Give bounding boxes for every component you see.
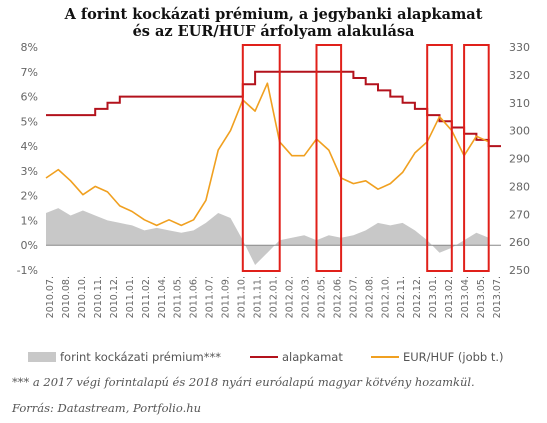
x-tick-label: 2010.08. xyxy=(61,276,72,318)
x-tick-label: 2011.01. xyxy=(125,276,136,318)
legend: forint kockázati prémium*** alapkamat EU… xyxy=(28,350,547,366)
highlight-box xyxy=(463,44,490,272)
x-tick-label: 2010.11. xyxy=(93,276,104,318)
series-eurhuf-line xyxy=(45,82,490,227)
right-tick-label: 310 xyxy=(509,97,530,110)
legend-label-eurhuf: EUR/HUF (jobb t.) xyxy=(403,350,504,364)
right-tick-label: 270 xyxy=(509,208,530,221)
highlight-box xyxy=(426,44,453,272)
x-tick-label: 2011.06. xyxy=(189,276,200,318)
x-tick-label: 2010.10. xyxy=(77,276,88,318)
left-tick-label: 8% xyxy=(21,41,38,54)
right-tick-label: 250 xyxy=(509,264,530,277)
legend-item-premium: forint kockázati prémium*** xyxy=(28,350,221,364)
x-tick-label: 2012.11. xyxy=(396,276,407,318)
source-note: Forrás: Datastream, Portfolio.hu xyxy=(12,401,202,415)
right-tick-label: 290 xyxy=(509,153,530,166)
right-tick-label: 320 xyxy=(509,69,530,82)
x-tick-label: 2011.10. xyxy=(237,276,248,318)
right-tick-label: 330 xyxy=(509,41,530,54)
legend-swatch-eurhuf xyxy=(371,356,399,358)
left-tick-label: 4% xyxy=(21,140,38,153)
x-tick-label: 2011.11. xyxy=(253,276,264,318)
x-tick-label: 2012.01. xyxy=(269,276,280,318)
x-tick-label: 2011.09. xyxy=(221,276,232,318)
left-tick-label: 3% xyxy=(21,165,38,178)
chart-title: A forint kockázati prémium, a jegybanki … xyxy=(0,6,547,40)
x-tick-label: 2013.05. xyxy=(476,276,487,318)
left-tick-label: 1% xyxy=(21,214,38,227)
left-tick-label: -1% xyxy=(17,264,38,277)
left-tick-label: 2% xyxy=(21,190,38,203)
x-tick-label: 2012.03. xyxy=(300,276,311,318)
x-tick-label: 2011.05. xyxy=(173,276,184,318)
legend-item-rate: alapkamat xyxy=(250,350,343,364)
highlight-box xyxy=(241,44,281,272)
x-tick-label: 2010.12. xyxy=(109,276,120,318)
highlight-box xyxy=(315,44,343,272)
x-tick-label: 2013.02. xyxy=(444,276,455,318)
x-tick-label: 2013.07. xyxy=(492,276,503,318)
legend-swatch-rate xyxy=(250,356,278,358)
legend-item-eurhuf: EUR/HUF (jobb t.) xyxy=(371,350,504,364)
x-tick-label: 2012.02. xyxy=(284,276,295,318)
x-tick-label: 2013.01. xyxy=(428,276,439,318)
chart-plot: -1% 0% 1% 2% 3% 4% 5% 6% 7% 8% 250 260 270 280 290 300 3… xyxy=(17,41,530,318)
legend-swatch-premium xyxy=(28,352,56,362)
footnote: *** a 2017 végi forintalapú és 2018 nyár… xyxy=(12,375,475,389)
x-tick-label: 2011.02. xyxy=(141,276,152,318)
x-tick-label: 2011.07. xyxy=(205,276,216,318)
series-premium-area xyxy=(46,208,489,265)
legend-label-rate: alapkamat xyxy=(282,350,343,364)
left-tick-label: 6% xyxy=(21,91,38,104)
right-tick-label: 300 xyxy=(509,125,530,138)
chart-title-line-2: és az EUR/HUF árfolyam alakulása xyxy=(132,23,415,40)
right-tick-label: 260 xyxy=(509,236,530,249)
x-tick-label: 2013.04. xyxy=(460,276,471,318)
x-tick-label: 2012.10. xyxy=(380,276,391,318)
right-tick-label: 280 xyxy=(509,180,530,193)
x-tick-label: 2012.06. xyxy=(332,276,343,318)
left-tick-label: 7% xyxy=(21,66,38,79)
left-tick-label: 5% xyxy=(21,115,38,128)
left-tick-label: 0% xyxy=(21,239,38,252)
chart-title-line-1: A forint kockázati prémium, a jegybanki … xyxy=(64,6,483,23)
x-tick-label: 2012.05. xyxy=(316,276,327,318)
x-tick-label: 2011.04. xyxy=(157,276,168,318)
x-tick-label: 2012.07. xyxy=(348,276,359,318)
x-tick-label: 2012.08. xyxy=(364,276,375,318)
x-tick-label: 2012.12. xyxy=(412,276,423,318)
legend-label-premium: forint kockázati prémium*** xyxy=(60,350,222,364)
x-tick-label: 2010.07. xyxy=(45,276,56,318)
